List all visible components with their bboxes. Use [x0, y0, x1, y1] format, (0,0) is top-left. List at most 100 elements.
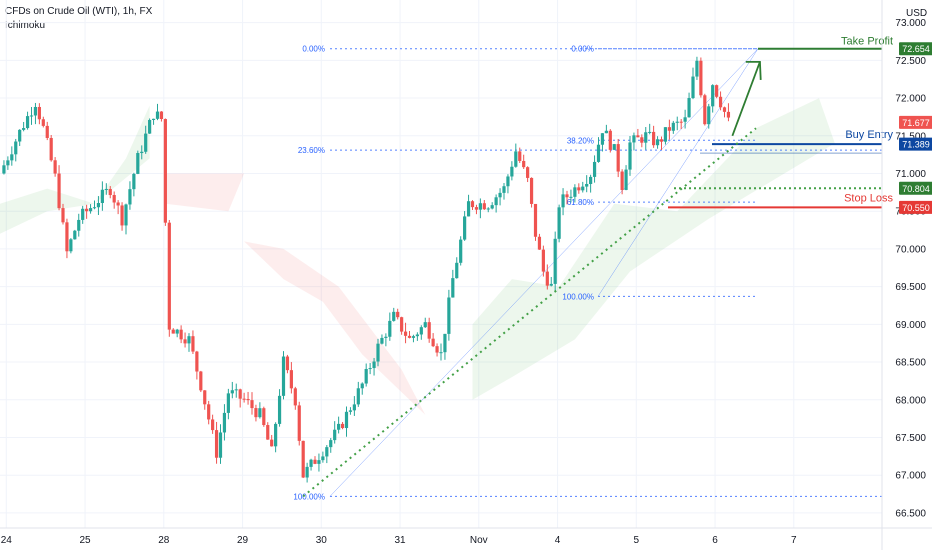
candle-body	[250, 400, 254, 409]
y-tick-label: 68.000	[895, 395, 926, 406]
up-arrow-icon	[731, 61, 761, 137]
candle-body	[246, 399, 250, 401]
candle-body	[427, 322, 431, 339]
candle-body	[116, 202, 120, 206]
candle-body	[155, 111, 160, 119]
cloud-segment	[0, 105, 150, 234]
x-tick-label: 7	[791, 535, 797, 546]
candle-body	[211, 419, 215, 431]
candle-body	[289, 370, 293, 389]
candle-body	[522, 160, 526, 168]
trade-levels: Take Profit Buy Entry Stop Loss	[302, 36, 893, 498]
candle-body	[620, 171, 624, 190]
candle-body	[463, 216, 467, 240]
candle-body	[100, 189, 104, 204]
candle-body	[81, 208, 85, 220]
candle-body	[498, 192, 502, 198]
candle-body	[313, 459, 317, 464]
candle-body	[384, 336, 388, 338]
candle-body	[175, 329, 179, 334]
candle-body	[600, 133, 605, 145]
candle-body	[632, 135, 636, 143]
candle-body	[478, 203, 482, 210]
candle-body	[274, 423, 278, 447]
candle-body	[309, 459, 313, 467]
candle-body	[636, 135, 640, 138]
candle-body	[687, 98, 691, 118]
candle-body	[411, 336, 416, 338]
candle-body	[604, 130, 608, 134]
support-tag-bg	[899, 181, 932, 195]
candle-body	[151, 118, 156, 120]
candle-body	[124, 204, 128, 226]
candle-body	[648, 131, 652, 133]
x-tick-label: 25	[79, 535, 91, 546]
candle-body	[285, 356, 290, 371]
candle-body	[317, 460, 321, 464]
buy-entry-label: Buy Entry	[845, 129, 893, 141]
candle-body	[490, 205, 494, 209]
last-price-tag-bg	[899, 115, 932, 129]
candle-body	[96, 203, 101, 208]
candle-body	[344, 411, 349, 429]
candle-body	[136, 153, 140, 174]
candle-body	[683, 117, 687, 122]
candle-body	[722, 107, 727, 112]
fib-level-label: 100.00%	[293, 492, 325, 501]
candle-body	[557, 207, 561, 239]
candle-body	[262, 408, 266, 426]
candle-body	[596, 144, 601, 162]
stop-loss-tag-bg	[899, 200, 932, 214]
candle-body	[112, 195, 116, 203]
candle-body	[266, 425, 270, 440]
candle-body	[238, 389, 242, 399]
candle-body	[659, 139, 664, 142]
candle-body	[592, 161, 597, 177]
candle-body	[455, 262, 459, 279]
candle-body	[644, 132, 648, 143]
candle-body	[711, 85, 715, 107]
candle-body	[37, 106, 41, 120]
candle-body	[171, 329, 175, 334]
candle-body	[163, 119, 167, 223]
candle-body	[403, 331, 408, 336]
candle-body	[352, 404, 356, 411]
candle-body	[561, 194, 565, 208]
candle-body	[128, 189, 132, 205]
candle-body	[226, 393, 230, 413]
candle-body	[18, 129, 22, 142]
candle-body	[301, 440, 305, 478]
candle-body	[281, 356, 286, 396]
buy-entry-tag: 71.389	[902, 140, 930, 150]
y-tick-label: 72.000	[895, 94, 926, 105]
candle-body	[423, 322, 427, 328]
fib-level-label: 100.00%	[562, 292, 594, 301]
support-tag: 70.804	[902, 184, 930, 194]
candle-body	[104, 188, 108, 190]
candle-body	[585, 183, 589, 187]
y-tick-label: 72.500	[895, 56, 926, 67]
candle-body	[703, 95, 707, 125]
candle-body	[218, 432, 223, 458]
candle-body	[305, 466, 309, 478]
candle-body	[293, 388, 297, 406]
candle-body	[321, 456, 325, 461]
x-tick-label: 30	[316, 535, 328, 546]
cloud-segment	[165, 173, 245, 212]
candle-body	[718, 96, 723, 108]
candle-body	[518, 151, 522, 161]
candle-body	[77, 219, 81, 231]
candle-body	[203, 390, 207, 405]
candle-body	[41, 119, 45, 126]
candle-body	[419, 327, 423, 335]
candle-body	[325, 447, 329, 457]
candle-body	[92, 207, 97, 209]
candle-body	[277, 395, 282, 424]
buy-entry-tag-bg	[899, 137, 932, 151]
x-tick-label: 6	[712, 535, 718, 546]
candle-body	[612, 144, 616, 150]
candle-body	[431, 338, 435, 347]
candle-body	[337, 423, 341, 430]
candle-body	[624, 169, 628, 190]
